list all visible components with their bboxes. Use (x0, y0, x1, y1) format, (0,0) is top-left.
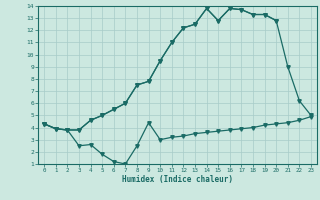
X-axis label: Humidex (Indice chaleur): Humidex (Indice chaleur) (122, 175, 233, 184)
